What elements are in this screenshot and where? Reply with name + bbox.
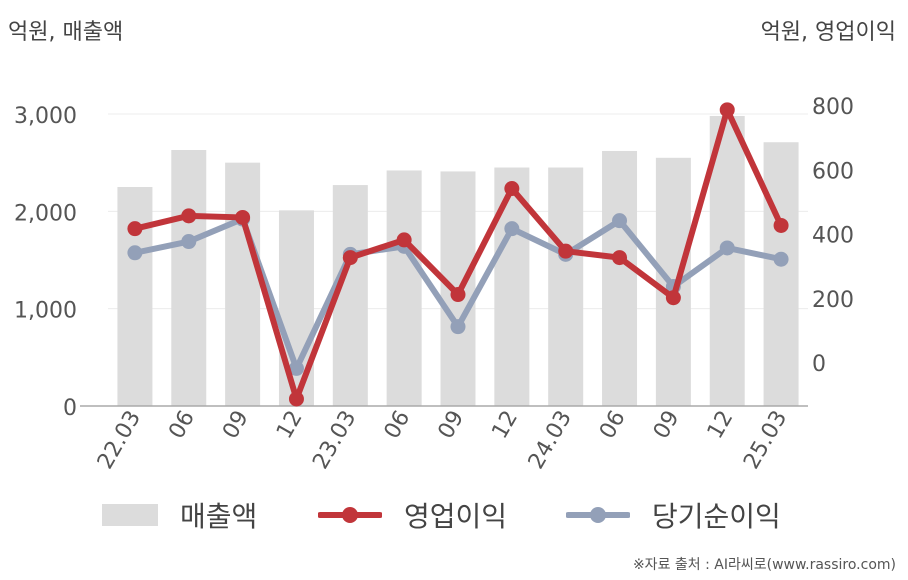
- y-right-tick-label: 200: [812, 288, 854, 313]
- y-right-tick-label: 400: [812, 224, 854, 249]
- x-tick-label: 12: [272, 407, 308, 444]
- y-left-tick-label: 2,000: [14, 201, 77, 226]
- chart-plot: 0 1,000 2,000 3,000 0 200 400 600 800 22.03 06 09 12…: [14, 95, 854, 474]
- bar-sales: [171, 150, 207, 406]
- point-operating-profit: [612, 250, 628, 266]
- legend-item-net-income: 당기순이익: [566, 492, 781, 538]
- legend-label-sales: 매출액: [180, 500, 258, 533]
- legend-label-net-income: 당기순이익: [652, 500, 781, 533]
- point-net-income: [504, 221, 520, 237]
- x-tick-label: 22.03: [93, 407, 146, 474]
- x-tick-label: 24.03: [524, 407, 577, 474]
- legend-swatch-sales: [102, 504, 158, 526]
- point-net-income: [612, 213, 628, 229]
- bar-sales: [386, 170, 422, 406]
- x-tick-label: 12: [487, 407, 523, 444]
- x-tick-label: 09: [218, 407, 254, 444]
- x-tick-label: 25.03: [739, 407, 792, 474]
- left-axis-unit-label: 억원, 매출액: [8, 20, 124, 45]
- point-operating-profit: [288, 391, 304, 407]
- bar-sales: [763, 142, 799, 406]
- chart-legend: 매출액 영업이익 당기순이익: [0, 492, 908, 538]
- y-right-tick-label: 0: [812, 352, 826, 377]
- point-operating-profit: [396, 232, 412, 248]
- bar-sales: [602, 150, 638, 406]
- bar-sales: [709, 115, 745, 407]
- legend-item-sales: 매출액: [102, 492, 257, 538]
- legend-item-operating-profit: 영업이익: [318, 492, 507, 538]
- source-credit: ※자료 출처 : AI라씨로(www.rassiro.com): [632, 557, 896, 573]
- point-operating-profit: [773, 217, 789, 233]
- y-right-tick-label: 600: [812, 159, 854, 184]
- point-operating-profit: [342, 250, 358, 266]
- point-operating-profit: [504, 181, 520, 197]
- x-tick-label: 09: [434, 407, 470, 444]
- x-tick-label: 12: [703, 407, 739, 444]
- y-left-tick-label: 3,000: [14, 104, 77, 129]
- x-tick-label: 09: [649, 407, 685, 444]
- bar-sales: [278, 210, 314, 406]
- point-net-income: [450, 319, 466, 335]
- point-operating-profit: [235, 209, 251, 225]
- point-operating-profit: [450, 287, 466, 303]
- point-net-income: [719, 240, 735, 256]
- y-left-tick-label: 1,000: [14, 299, 77, 324]
- bar-sales: [117, 187, 153, 406]
- bar-sales: [225, 162, 261, 406]
- point-operating-profit: [558, 243, 574, 259]
- point-net-income: [181, 234, 197, 250]
- y-right-tick-label: 800: [812, 95, 854, 120]
- point-net-income: [288, 360, 304, 376]
- point-operating-profit: [127, 221, 143, 237]
- y-left-tick-label: 0: [63, 396, 77, 421]
- legend-swatch-net-income: [566, 507, 630, 523]
- x-tick-label: 06: [164, 407, 200, 444]
- x-tick-label: 23.03: [308, 407, 361, 474]
- point-operating-profit: [665, 290, 681, 306]
- point-operating-profit: [181, 208, 197, 224]
- bar-sales: [548, 167, 584, 406]
- point-net-income: [127, 245, 143, 261]
- x-tick-label: 06: [595, 407, 631, 444]
- right-axis-unit-label: 억원, 영업이익: [760, 20, 896, 45]
- point-net-income: [773, 251, 789, 267]
- x-tick-label: 06: [380, 407, 416, 444]
- legend-swatch-operating-profit: [318, 507, 382, 523]
- point-operating-profit: [719, 102, 735, 118]
- legend-label-operating-profit: 영업이익: [404, 500, 508, 533]
